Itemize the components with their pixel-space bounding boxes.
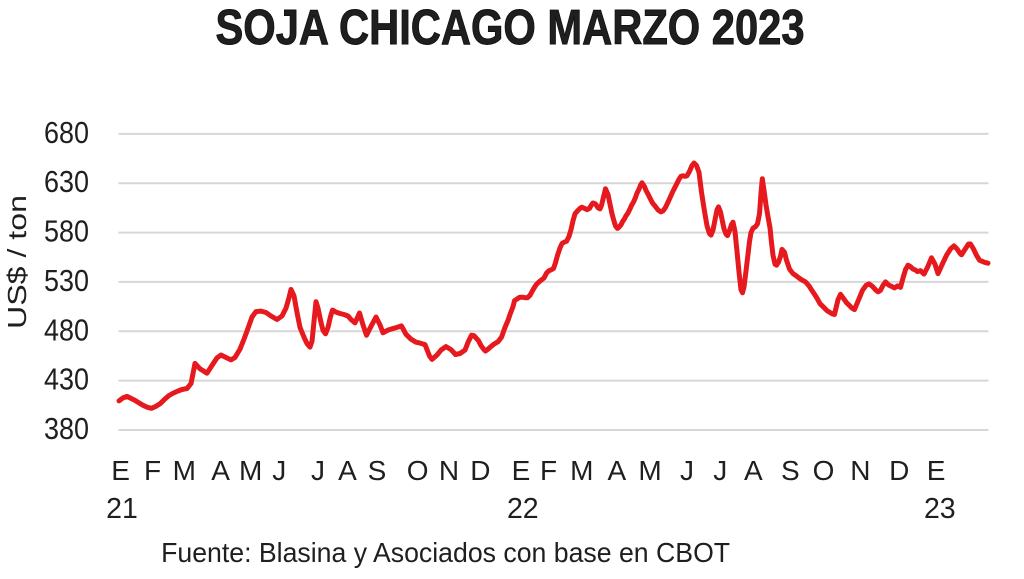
svg-text:A: A <box>211 455 230 486</box>
svg-text:M: M <box>638 455 661 486</box>
svg-text:380: 380 <box>44 412 89 446</box>
svg-text:A: A <box>338 455 357 486</box>
svg-text:E: E <box>512 455 531 486</box>
svg-text:SOJA CHICAGO MARZO 2023: SOJA CHICAGO MARZO 2023 <box>216 1 805 55</box>
svg-text:M: M <box>173 455 196 486</box>
svg-text:D: D <box>889 455 909 486</box>
svg-text:N: N <box>850 455 870 486</box>
svg-text:630: 630 <box>44 165 89 199</box>
svg-text:530: 530 <box>44 264 89 298</box>
svg-text:J: J <box>713 455 727 486</box>
svg-text:J: J <box>311 455 325 486</box>
svg-text:430: 430 <box>44 363 89 397</box>
svg-text:680: 680 <box>44 116 89 150</box>
svg-text:D: D <box>470 455 490 486</box>
svg-text:480: 480 <box>44 313 89 347</box>
svg-text:N: N <box>439 455 459 486</box>
svg-text:580: 580 <box>44 215 89 249</box>
svg-text:J: J <box>680 455 694 486</box>
svg-text:O: O <box>813 455 835 486</box>
svg-text:E: E <box>927 455 946 486</box>
svg-text:S: S <box>781 455 800 486</box>
svg-text:M: M <box>570 455 593 486</box>
svg-text:O: O <box>407 455 429 486</box>
svg-text:US$ / ton: US$ / ton <box>2 195 32 329</box>
svg-text:A: A <box>608 455 627 486</box>
svg-text:F: F <box>144 455 161 486</box>
svg-text:E: E <box>111 455 130 486</box>
svg-text:23: 23 <box>924 493 956 525</box>
svg-text:A: A <box>744 455 763 486</box>
svg-text:J: J <box>272 455 286 486</box>
svg-text:22: 22 <box>507 493 539 525</box>
svg-text:F: F <box>540 455 557 486</box>
svg-text:Fuente: Blasina y Asociados co: Fuente: Blasina y Asociados con base en … <box>161 537 730 568</box>
svg-text:M: M <box>239 455 262 486</box>
svg-text:21: 21 <box>106 493 138 525</box>
svg-text:S: S <box>368 455 387 486</box>
